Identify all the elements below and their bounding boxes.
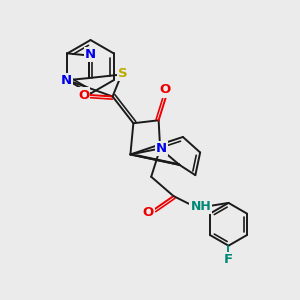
- Text: N: N: [85, 48, 96, 62]
- Text: F: F: [224, 254, 233, 266]
- Text: NH: NH: [190, 200, 211, 213]
- Text: O: O: [142, 206, 154, 219]
- Text: S: S: [118, 67, 128, 80]
- Text: O: O: [160, 83, 171, 97]
- Text: N: N: [156, 142, 167, 155]
- Text: N: N: [60, 74, 71, 87]
- Text: O: O: [78, 88, 89, 101]
